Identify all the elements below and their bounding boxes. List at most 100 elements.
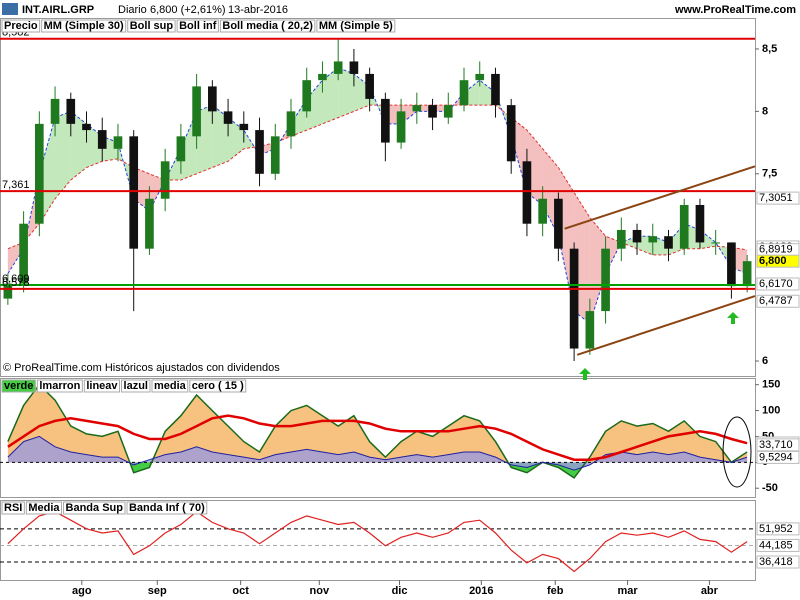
plot: 67,588,58,5827,3616,6096,5787,30516,9139… [0,19,800,597]
value-tag-box [756,555,800,569]
candle-body [428,105,437,118]
signal-arrow [579,368,591,380]
candle-body [396,111,406,143]
candle-body [711,242,721,244]
value-tag-box [756,538,800,552]
legend-entry: media [154,380,187,392]
candle-body [742,261,752,287]
candle-body [50,98,60,124]
osc-area-blue [7,436,748,471]
legend-entry: Precio [4,20,38,32]
legend-box [219,19,316,33]
legend-box [316,19,396,33]
candle-body [459,80,469,106]
candle-body [695,204,705,243]
candle-body [554,198,563,249]
y-tick-label: 150 [762,379,780,391]
candle-body [585,311,595,349]
value-tag: 36,418 [759,556,793,568]
legend-entry: Media [28,502,60,514]
candle-body [34,123,44,224]
x-tick-label: feb [547,585,564,597]
legend-box [189,379,247,393]
candle-body [491,73,500,106]
ma-cloud [55,111,71,199]
candle-body [538,198,547,224]
candle-body [727,242,736,287]
candle-body [223,111,233,124]
value-tag-box [756,277,800,291]
value-tag-box [756,522,800,536]
value-tag-box [756,294,800,308]
x-tick-label: abr [701,585,719,597]
value-tag: 6,6170 [759,278,793,290]
candle-body [318,73,327,81]
legend-entry: RSI [4,502,22,514]
candle-body [66,98,76,124]
y-tick-label: -50 [762,482,778,494]
ma-cloud [338,67,354,118]
osc-line [7,383,748,479]
value-tag: 6,8919 [759,244,793,256]
highlight-ellipse [722,416,752,488]
legend-box [1,501,25,515]
legend-entry: MM (Simple 5) [319,20,393,32]
legend-box [36,379,83,393]
candle-body [176,136,186,162]
candle-body [113,136,123,149]
note: © ProRealTime.com Históricos ajustados c… [3,362,280,374]
legend-box [63,501,126,515]
level-label: 6,578 [2,277,30,289]
legend-box [176,19,219,33]
candle-body [381,98,390,143]
candle-body [160,161,170,199]
candle-body [412,105,422,112]
ma-cloud [306,80,323,131]
legend-entry: lineav [86,380,118,392]
candle-body [648,236,658,243]
trend-line [576,295,756,356]
x-tick-label: oct [232,585,249,597]
legend-entry: verde [4,380,33,392]
value-tag: 51,952 [759,523,793,535]
candle-body [475,73,485,81]
ma-cloud [243,130,260,156]
level-label: 7,361 [2,179,30,191]
osc-frame [0,378,756,498]
osc-line [7,414,748,461]
last-price: 6,800 (+2,61%) [150,4,226,16]
source: www.ProRealTime.com [674,4,796,16]
rsi-frame [0,500,756,581]
y-tick-label: 6 [762,355,768,367]
candle-body [443,105,453,118]
candle-body [208,86,217,112]
candle-body [97,130,107,149]
candle-body [145,198,154,249]
candle-body [632,229,642,243]
trend-line [564,165,756,230]
candle-body [255,130,264,174]
candle-body [365,73,374,99]
app-icon [2,3,18,15]
candle-body [270,136,280,174]
ma-cloud [353,73,370,112]
y-tick-label: 100 [762,404,780,416]
candle-body [239,123,249,131]
candle-body [349,61,359,74]
value-tag-box [756,438,800,452]
candle-body [664,236,673,249]
value-tag-box [756,254,800,268]
x-tick-label: mar [618,585,639,597]
candle-body [19,223,28,284]
candle-body [333,61,343,74]
candle-body [129,136,139,249]
legend-box [121,379,151,393]
ma-cloud [589,217,606,324]
level-label: 6,609 [2,273,30,285]
x-tick-label: nov [310,585,330,597]
candle-body [302,80,312,112]
price-frame [0,18,756,377]
x-tick-label: ago [72,585,92,597]
